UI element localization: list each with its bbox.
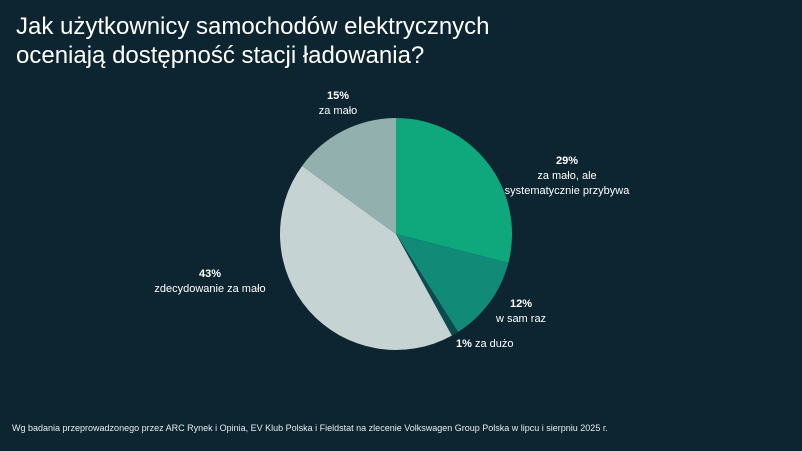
label-15-value: 15%: [326, 90, 350, 102]
label-29: 29% za mało, ale systematycznie przybywa: [505, 154, 630, 199]
label-29-text-line2: systematycznie przybywa: [504, 185, 630, 197]
pie-slice-43: [280, 165, 452, 350]
label-1: 1% za dużo: [456, 337, 514, 352]
label-15-text: za mało: [318, 105, 358, 117]
pie-slice-12: [396, 234, 509, 332]
title-line-2: oceniają dostępność stacji ładowania?: [16, 42, 425, 69]
label-12: 12% w sam raz: [496, 297, 546, 327]
label-1-text: za dużo: [474, 338, 514, 350]
page-title: Jak użytkownicy samochodów elektrycznych…: [16, 12, 656, 70]
label-29-value: 29%: [555, 155, 579, 167]
pie-slice-1: [396, 234, 459, 336]
footnote: Wg badania przeprowadzonego przez ARC Ry…: [12, 423, 608, 433]
label-12-text: w sam raz: [495, 313, 547, 325]
label-43: 43% zdecydowanie za mało: [154, 267, 265, 297]
label-29-text-line1: za mało, ale: [537, 170, 597, 182]
pie-slice-29: [396, 118, 513, 263]
label-1-value: 1%: [456, 338, 472, 350]
pie-slice-15: [302, 118, 396, 234]
label-43-text: zdecydowanie za mało: [154, 283, 266, 295]
label-43-value: 43%: [198, 268, 222, 280]
label-12-value: 12%: [509, 298, 533, 310]
label-15: 15% za mało: [319, 89, 358, 119]
title-line-1: Jak użytkownicy samochodów elektrycznych: [16, 13, 490, 40]
